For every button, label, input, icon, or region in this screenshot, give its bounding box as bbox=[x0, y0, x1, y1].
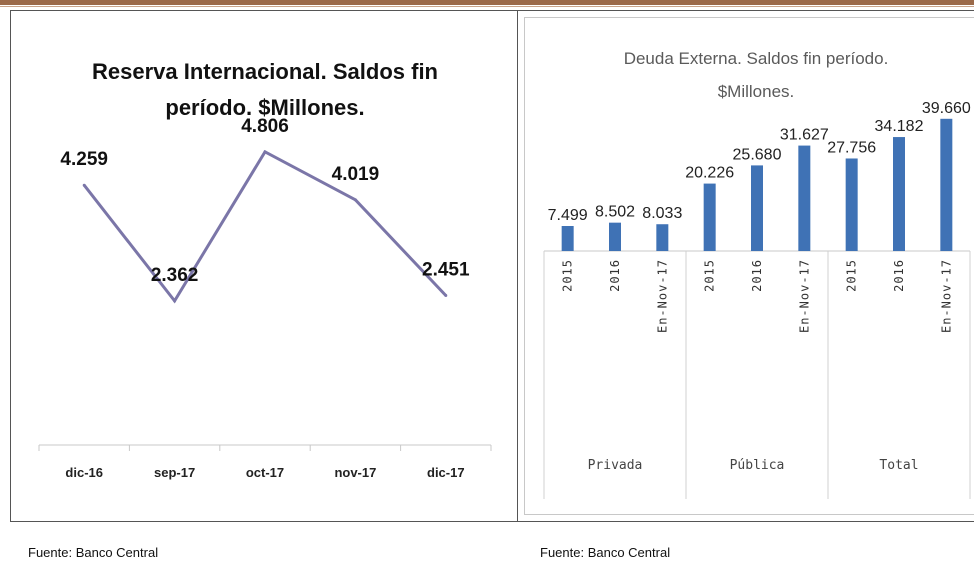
line-point bbox=[263, 150, 267, 154]
bar-chart-title-line-1: Deuda Externa. Saldos fin período. bbox=[624, 49, 889, 68]
bar-category-label: 2016 bbox=[608, 259, 622, 292]
line-data-label: 4.806 bbox=[241, 116, 289, 137]
top-border-thin bbox=[0, 6, 974, 7]
source-note-left: Fuente: Banco Central bbox=[28, 545, 159, 560]
bar-data-label: 34.182 bbox=[875, 118, 924, 135]
bar bbox=[893, 137, 905, 251]
bar-group-label: Pública bbox=[730, 458, 785, 473]
bar bbox=[751, 165, 763, 251]
deuda-bar-chart: Deuda Externa. Saldos fin período. $Mill… bbox=[543, 49, 971, 499]
source-note-right: Fuente: Banco Central bbox=[540, 545, 671, 560]
deuda-chart-panel: Deuda Externa. Saldos fin período. $Mill… bbox=[517, 10, 974, 522]
line-data-label: 2.451 bbox=[422, 259, 470, 280]
bar-category-label: En-Nov-17 bbox=[797, 259, 811, 333]
line-point bbox=[82, 183, 86, 187]
reserva-series-line bbox=[83, 149, 447, 304]
group-separators bbox=[543, 251, 971, 499]
bar bbox=[798, 145, 811, 251]
bar bbox=[845, 158, 858, 251]
line-point bbox=[173, 299, 177, 303]
line-points bbox=[82, 150, 448, 303]
bar-data-label: 39.660 bbox=[922, 100, 971, 117]
line-category-label: dic-16 bbox=[65, 465, 103, 480]
top-border bbox=[0, 0, 974, 5]
bar-category-label: 2015 bbox=[703, 259, 717, 292]
deuda-chart-frame bbox=[524, 17, 974, 515]
bars bbox=[561, 118, 953, 251]
line-category-labels: dic-16 sep-17 oct-17 nov-17 dic-17 bbox=[65, 465, 464, 480]
bar-data-label: 8.502 bbox=[595, 204, 635, 221]
bar-data-label: 8.033 bbox=[642, 205, 682, 222]
line-data-label: 2.362 bbox=[151, 265, 199, 286]
bar bbox=[561, 226, 574, 251]
bar-category-label: 2015 bbox=[561, 259, 575, 292]
line-point bbox=[444, 293, 448, 297]
line-category-label: sep-17 bbox=[154, 465, 195, 480]
bar-data-label: 20.226 bbox=[685, 165, 734, 182]
bar-category-labels: 2015 2016 En-Nov-17 2015 2016 En-Nov-17 2015 20… bbox=[561, 259, 954, 333]
line-data-labels: 4.259 2.362 4.806 4.019 2.451 bbox=[60, 116, 470, 286]
line-chart-title-line-2: período. $Millones. bbox=[165, 95, 364, 120]
reserva-chart-panel: Reserva Internacional. Saldos fin períod… bbox=[10, 10, 518, 522]
line-category-label: oct-17 bbox=[246, 465, 284, 480]
line-category-label: nov-17 bbox=[334, 465, 376, 480]
bar-category-label: 2016 bbox=[892, 259, 906, 292]
line-category-label: dic-17 bbox=[427, 465, 465, 480]
bar-group-label: Privada bbox=[588, 458, 643, 473]
bar-data-label: 25.680 bbox=[733, 146, 782, 163]
bar-data-label: 7.499 bbox=[548, 207, 588, 224]
bar-category-label: En-Nov-17 bbox=[939, 259, 953, 333]
bar-group-label: Total bbox=[879, 458, 918, 473]
line-data-label: 4.019 bbox=[332, 164, 380, 185]
bar bbox=[940, 118, 953, 251]
bar-data-label: 27.756 bbox=[827, 139, 876, 156]
bar bbox=[656, 224, 669, 251]
bar-category-label: 2015 bbox=[845, 259, 859, 292]
bar-chart-title-line-2: $Millones. bbox=[718, 82, 795, 101]
bar bbox=[703, 183, 716, 251]
line-data-label: 4.259 bbox=[60, 149, 108, 170]
bar-category-label: 2016 bbox=[750, 259, 764, 292]
reserva-line-chart: Reserva Internacional. Saldos fin períod… bbox=[38, 59, 492, 480]
line-chart-title-line-1: Reserva Internacional. Saldos fin bbox=[92, 59, 438, 84]
x-axis-ticks bbox=[38, 445, 492, 451]
line-point bbox=[353, 198, 357, 202]
bar-category-label: En-Nov-17 bbox=[655, 259, 669, 333]
bar-group-labels: Privada Pública Total bbox=[588, 458, 919, 473]
bar-data-label: 31.627 bbox=[780, 127, 829, 144]
bar bbox=[609, 222, 621, 251]
